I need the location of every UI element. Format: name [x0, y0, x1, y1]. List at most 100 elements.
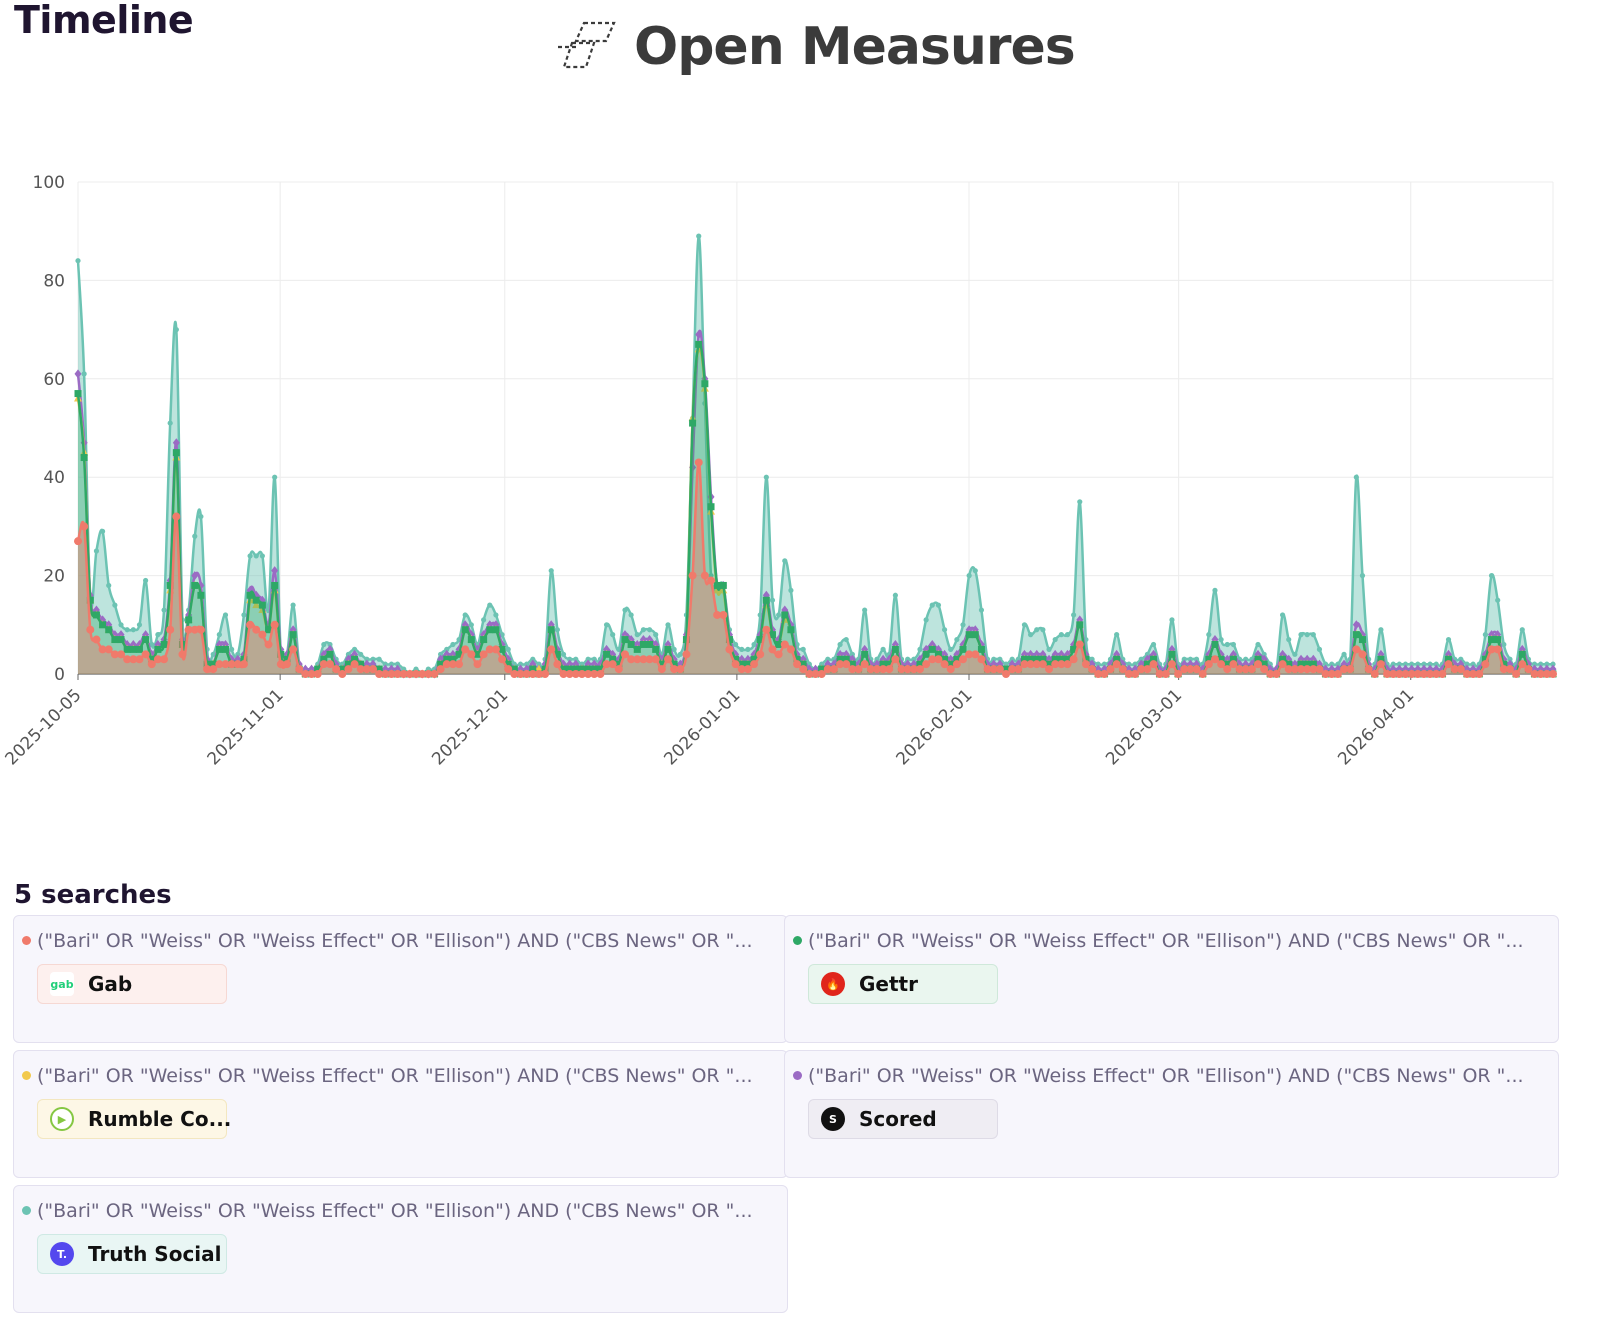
- data-point: [1247, 665, 1256, 674]
- data-point: [1542, 670, 1551, 678]
- data-point: [271, 566, 279, 576]
- search-card[interactable]: ("Bari" OR "Weiss" OR "Weiss Effect" OR …: [13, 915, 788, 1043]
- data-point: [320, 655, 328, 663]
- data-point: [952, 660, 961, 669]
- data-point: [1113, 655, 1121, 663]
- data-point: [1100, 670, 1109, 678]
- data-point: [430, 670, 439, 678]
- data-point: [517, 661, 524, 667]
- data-point: [879, 660, 887, 668]
- data-point: [1168, 650, 1176, 658]
- platform-chip[interactable]: 🔥 Gettr: [808, 964, 998, 1004]
- platform-chip[interactable]: T. Truth Social: [37, 1234, 227, 1274]
- data-point: [849, 651, 855, 657]
- data-point: [1057, 655, 1065, 663]
- data-point: [1421, 661, 1427, 667]
- data-point: [148, 655, 156, 663]
- data-point: [768, 645, 777, 654]
- data-point: [819, 661, 825, 667]
- data-point: [1014, 665, 1023, 674]
- data-point: [786, 645, 795, 654]
- data-point: [1512, 670, 1521, 678]
- data-point: [147, 660, 156, 669]
- data-point: [756, 636, 764, 644]
- platform-chip[interactable]: gab Gab: [37, 964, 227, 1004]
- data-point: [1327, 670, 1336, 678]
- data-point: [418, 670, 427, 678]
- data-point: [633, 645, 641, 653]
- data-point: [1132, 661, 1138, 667]
- platform-chip[interactable]: S Scored: [808, 1099, 998, 1139]
- data-point: [1493, 645, 1502, 654]
- data-point: [1020, 660, 1029, 669]
- data-point: [449, 655, 457, 663]
- data-point: [192, 533, 198, 539]
- data-point: [75, 258, 81, 264]
- data-point: [713, 581, 721, 589]
- data-point: [326, 650, 334, 658]
- search-query: ("Bari" OR "Weiss" OR "Weiss Effect" OR …: [37, 1200, 753, 1222]
- data-point: [1124, 670, 1133, 678]
- data-point: [345, 651, 352, 657]
- data-point: [491, 645, 500, 654]
- y-tick-label: 0: [54, 665, 65, 685]
- data-point: [209, 665, 218, 674]
- data-point: [836, 660, 845, 669]
- data-point: [338, 665, 346, 673]
- data-point: [99, 528, 106, 534]
- data-point: [733, 641, 739, 648]
- series-color-dot: [22, 1206, 31, 1215]
- data-point: [725, 645, 734, 654]
- data-point: [922, 660, 931, 669]
- data-point: [1034, 627, 1040, 633]
- data-point: [461, 645, 470, 654]
- data-point: [1051, 660, 1060, 669]
- data-point: [762, 625, 771, 634]
- search-card[interactable]: ("Bari" OR "Weiss" OR "Weiss Effect" OR …: [13, 1185, 788, 1313]
- data-point: [221, 660, 230, 669]
- data-point: [725, 636, 733, 644]
- search-card[interactable]: ("Bari" OR "Weiss" OR "Weiss Effect" OR …: [784, 1050, 1559, 1178]
- data-point: [1315, 665, 1324, 674]
- data-point: [793, 655, 801, 663]
- gettr-icon: 🔥: [821, 972, 845, 996]
- data-point: [1046, 646, 1052, 652]
- data-point: [1518, 644, 1526, 654]
- data-point: [695, 340, 703, 348]
- data-point: [1383, 670, 1392, 678]
- data-point: [584, 670, 593, 678]
- data-point: [547, 626, 555, 634]
- data-point: [947, 660, 955, 668]
- search-card[interactable]: ("Bari" OR "Weiss" OR "Weiss Effect" OR …: [13, 1050, 788, 1178]
- data-point: [387, 670, 396, 678]
- data-point: [1310, 632, 1316, 638]
- data-point: [836, 655, 844, 663]
- data-point: [567, 656, 573, 662]
- data-point: [98, 645, 107, 654]
- data-point: [1505, 665, 1514, 674]
- data-point: [381, 670, 390, 678]
- data-point: [247, 553, 253, 559]
- data-point: [1114, 632, 1120, 638]
- data-point: [528, 670, 537, 678]
- data-point: [325, 660, 334, 669]
- data-point: [252, 596, 260, 604]
- platform-chip[interactable]: ▶ Rumble Co...: [37, 1099, 231, 1139]
- y-axis: 0 20 40 60 80 100: [33, 173, 65, 685]
- data-point: [1407, 670, 1416, 678]
- data-point: [1193, 656, 1200, 662]
- data-point: [934, 644, 942, 654]
- data-point: [1181, 656, 1187, 662]
- data-point: [338, 670, 347, 678]
- search-card[interactable]: ("Bari" OR "Weiss" OR "Weiss Effect" OR …: [784, 915, 1559, 1043]
- data-point: [737, 665, 746, 674]
- data-point: [670, 665, 679, 674]
- data-point: [866, 665, 875, 674]
- data-point: [879, 665, 888, 674]
- data-point: [940, 660, 949, 669]
- data-point: [505, 646, 511, 652]
- data-point: [455, 650, 463, 658]
- data-point: [585, 656, 591, 662]
- data-point: [1335, 661, 1341, 667]
- data-point: [541, 665, 549, 673]
